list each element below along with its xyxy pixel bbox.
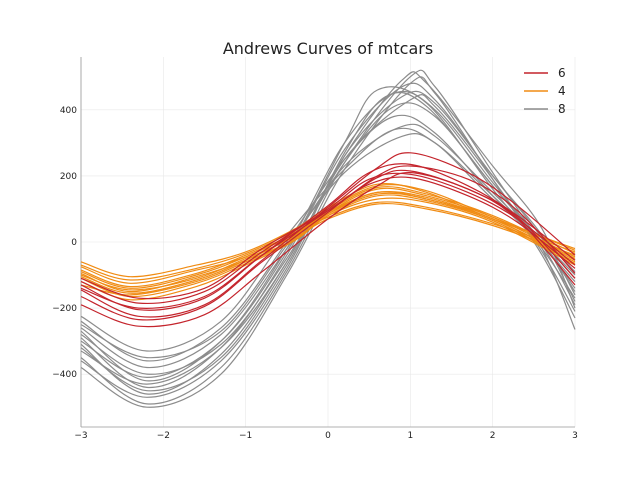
x-tick-label: −3 bbox=[74, 431, 87, 441]
x-tick-label: 3 bbox=[572, 431, 578, 441]
x-tick-label: 2 bbox=[490, 431, 496, 441]
legend: 6 4 8 bbox=[524, 66, 566, 116]
x-tick-label: −1 bbox=[239, 431, 252, 441]
curve-group-4-9 bbox=[80, 190, 576, 289]
curve-group-8-10 bbox=[80, 102, 576, 375]
y-tick-label: 200 bbox=[60, 172, 77, 182]
y-tick-label: −200 bbox=[52, 304, 77, 314]
curve-group-8-3 bbox=[80, 69, 576, 405]
axes bbox=[80, 57, 575, 428]
curve-group-8-13 bbox=[80, 94, 576, 392]
curve-group-4-5 bbox=[80, 201, 576, 288]
legend-label-8: 8 bbox=[558, 102, 566, 116]
y-tick-label: 0 bbox=[71, 238, 77, 248]
curve-group-8-11 bbox=[80, 90, 576, 398]
curve-group-6-0 bbox=[80, 163, 576, 311]
legend-label-6: 6 bbox=[558, 66, 566, 80]
curve-group-6-1 bbox=[80, 152, 576, 318]
curve-group-6-2 bbox=[80, 172, 576, 305]
x-tick-label: −2 bbox=[157, 431, 170, 441]
x-tick-label: 1 bbox=[407, 431, 413, 441]
curve-group-6-6 bbox=[80, 169, 576, 309]
curve-group-4-7 bbox=[80, 197, 576, 296]
curves bbox=[80, 69, 576, 408]
chart-title: Andrews Curves of mtcars bbox=[223, 39, 433, 58]
grid-lines bbox=[80, 57, 576, 427]
x-tick-label: 0 bbox=[325, 431, 331, 441]
y-tick-label: 400 bbox=[60, 106, 77, 116]
legend-label-4: 4 bbox=[558, 84, 566, 98]
curve-group-4-6 bbox=[80, 203, 576, 291]
tick-labels: −3 −2 −1 0 1 2 3 −400 −200 0 200 400 bbox=[52, 106, 578, 441]
y-tick-label: −400 bbox=[52, 370, 77, 380]
